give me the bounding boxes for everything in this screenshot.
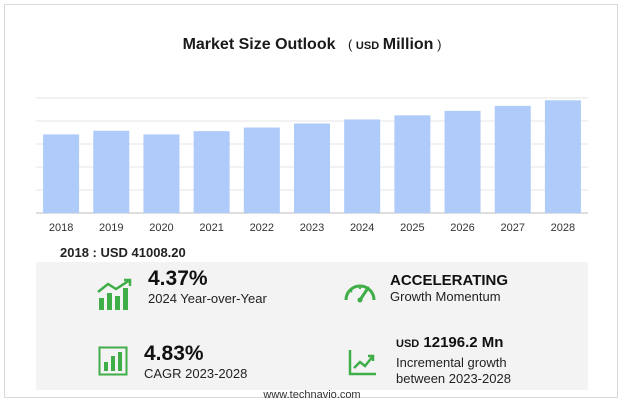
incremental-currency: USD <box>396 338 420 350</box>
bar-chart: 2018 2019 2020 2021 2022 2023 2024 2025 2026 2027… <box>36 97 588 234</box>
momentum-stat: ACCELERATING Growth Momentum <box>390 272 508 305</box>
momentum-value: ACCELERATING <box>390 272 509 289</box>
cagr-label: CAGR 2023-2028 <box>144 366 248 381</box>
incremental-stat: USD 12196.2 Mn Incremental growth betwee… <box>396 334 511 387</box>
cagr-value: 4.83% <box>144 342 204 365</box>
growth-bars-icon <box>97 278 132 310</box>
incremental-label-2: between 2023-2028 <box>396 371 511 386</box>
bar-2019 <box>93 130 130 213</box>
cagr-stat: 4.83% CAGR 2023-2028 <box>144 342 247 382</box>
x-tick-label-2019: 2019 <box>99 222 123 234</box>
bar-2021 <box>193 131 230 213</box>
x-tick-label-2027: 2027 <box>500 222 524 234</box>
bar-2024 <box>344 119 381 213</box>
bar-2023 <box>294 123 330 213</box>
title-unit: ( USD Million ) <box>347 36 442 53</box>
incremental-value: 12196.2 Mn <box>423 334 504 351</box>
unit-close: ) <box>437 37 442 52</box>
bar-2022 <box>243 127 280 213</box>
footer-url: www.technavio.com <box>263 389 361 401</box>
x-tick-label-2028: 2028 <box>551 222 575 234</box>
yoy-stat: 4.37% 2024 Year-over-Year <box>148 267 267 307</box>
stats-panel: 4.37% 2024 Year-over-Year ACCELERATING G… <box>36 262 588 390</box>
yoy-label: 2024 Year-over-Year <box>148 291 267 306</box>
incremental-label-1: Incremental growth <box>396 355 507 370</box>
bar-chart-icon <box>98 346 128 376</box>
unit-scale: Million <box>382 36 434 53</box>
unit-open: ( <box>347 37 353 52</box>
yoy-value: 4.37% <box>148 267 208 290</box>
x-tick-label-2020: 2020 <box>149 222 173 234</box>
bar-2018 <box>43 134 80 213</box>
momentum-label: Growth Momentum <box>390 289 501 304</box>
incremental-value-line: USD 12196.2 Mn <box>396 334 511 351</box>
bar-2027 <box>494 105 531 213</box>
x-tick-label-2026: 2026 <box>450 222 474 234</box>
x-tick-label-2021: 2021 <box>199 222 223 234</box>
bar-2026 <box>444 110 481 213</box>
bar-2028 <box>544 100 581 213</box>
unit-currency: USD <box>355 40 380 52</box>
x-tick-label-2023: 2023 <box>300 222 324 234</box>
x-tick-label-2025: 2025 <box>400 222 424 234</box>
x-tick-label-2024: 2024 <box>350 222 374 234</box>
bar-2020 <box>143 134 180 213</box>
title-main: Market Size Outlook <box>182 36 336 53</box>
baseline-value: 2018 : USD 41008.20 <box>60 245 186 260</box>
x-tick-label-2022: 2022 <box>250 222 274 234</box>
bar-2025 <box>394 115 431 213</box>
trend-line-icon <box>348 350 376 376</box>
chart-title: Market Size Outlook ( USD Million ) <box>0 36 624 54</box>
x-tick-label-2018: 2018 <box>49 222 73 234</box>
speedometer-icon <box>344 284 376 303</box>
